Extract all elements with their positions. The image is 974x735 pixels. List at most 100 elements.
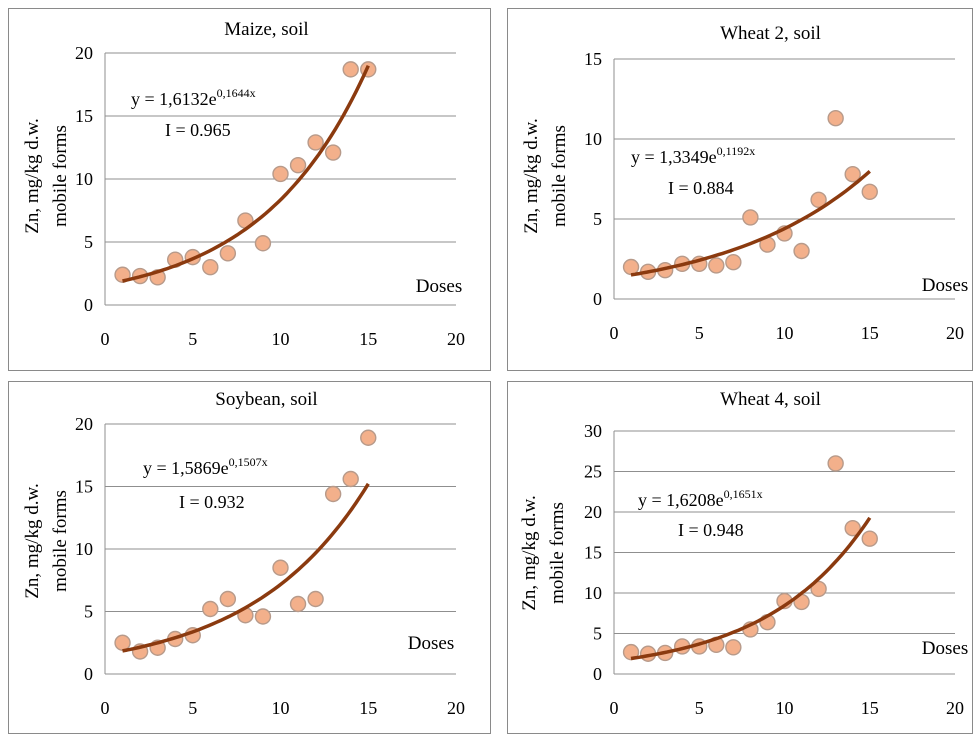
- chart-title: Maize, soil: [224, 19, 308, 40]
- y-axis-label-line-2: mobile forms: [50, 125, 71, 227]
- trendline: [630, 516, 872, 661]
- data-point: [708, 257, 725, 274]
- trendline-equation: y = 1,3349e0,1192x: [631, 144, 755, 167]
- data-point: [254, 235, 272, 252]
- x-axis-label: Doses: [922, 638, 968, 659]
- data-point: [725, 639, 742, 656]
- data-point: [810, 580, 827, 598]
- x-axis-label: Doses: [922, 275, 968, 296]
- y-tick-label: 5: [84, 602, 93, 622]
- y-axis-label-line-2: mobile forms: [547, 502, 568, 604]
- x-tick-label: 10: [776, 323, 794, 343]
- x-tick-label: 5: [695, 323, 704, 343]
- y-tick-label: 15: [75, 106, 93, 126]
- data-point: [307, 590, 324, 608]
- data-point: [289, 156, 307, 174]
- data-point: [219, 590, 237, 608]
- y-tick-label: 20: [75, 43, 93, 63]
- data-point: [342, 470, 359, 488]
- data-point: [342, 61, 359, 78]
- data-point: [272, 165, 289, 183]
- data-point: [793, 242, 810, 260]
- y-tick-label: 15: [584, 543, 602, 563]
- x-tick-label: 15: [861, 323, 879, 343]
- chart-title: Wheat 2, soil: [720, 23, 821, 44]
- x-tick-label: 10: [272, 698, 290, 718]
- data-point: [307, 134, 324, 151]
- x-tick-label: 15: [861, 698, 879, 718]
- chart-svg: 0 5 10 15 0 5 10 15 20 Wheat 2, soil Zn, mg/kg d.w…: [521, 23, 968, 343]
- y-tick-label: 5: [593, 624, 602, 644]
- y-tick-label: 25: [584, 462, 602, 482]
- correlation-label: I = 0.948: [678, 520, 744, 540]
- data-point: [202, 259, 219, 276]
- trendline-equation: y = 1,5869e0,1507x: [143, 455, 268, 478]
- x-tick-label: 0: [610, 323, 619, 343]
- x-tick-label: 20: [946, 698, 964, 718]
- data-point: [360, 429, 377, 446]
- trendline: [122, 64, 370, 283]
- x-tick-label: 15: [359, 329, 377, 349]
- y-axis-label-line-1: Zn, mg/kg d.w.: [22, 118, 43, 233]
- x-tick-label: 10: [776, 698, 794, 718]
- chart-title: Soybean, soil: [215, 389, 317, 410]
- y-tick-label: 0: [593, 664, 602, 684]
- y-axis-label-line-2: mobile forms: [549, 125, 570, 227]
- y-tick-label: 10: [75, 169, 93, 189]
- y-axis-label-line-1: Zn, mg/kg d.w.: [521, 118, 542, 233]
- x-tick-label: 20: [447, 329, 465, 349]
- chart-panel-wheat-2: 0 5 10 15 0 5 10 15 20 Wheat 2, soil Zn, mg/kg d.w…: [507, 8, 973, 371]
- x-tick-label: 10: [272, 329, 290, 349]
- data-point: [622, 258, 640, 276]
- correlation-label: I = 0.932: [179, 492, 245, 512]
- y-tick-label: 10: [584, 129, 602, 149]
- y-tick-label: 10: [75, 539, 93, 559]
- y-tick-label: 0: [84, 295, 93, 315]
- data-point: [844, 520, 861, 537]
- data-point: [861, 183, 878, 201]
- chart-panel-soybean: 0 5 10 15 20 0 5 10 15 20 Soybean, soil Zn, mg/kg d…: [8, 381, 491, 734]
- data-point: [324, 144, 342, 161]
- x-tick-label: 0: [610, 698, 619, 718]
- x-tick-label: 20: [946, 323, 964, 343]
- data-point: [827, 109, 844, 127]
- trendline-equation: y = 1,6132e0,1644x: [131, 86, 256, 109]
- x-tick-label: 5: [188, 329, 197, 349]
- data-point: [810, 191, 827, 209]
- data-point: [622, 643, 640, 661]
- y-tick-label: 5: [84, 232, 93, 252]
- data-point: [219, 245, 237, 262]
- data-point: [272, 559, 289, 576]
- chart-panel-wheat-4: 0 5 10 15 20 25 30 0 5 10 15 20 Wheat 4, soil Zn, mg/…: [507, 381, 973, 734]
- data-point: [114, 634, 131, 651]
- x-tick-label: 5: [188, 698, 197, 718]
- data-point: [844, 165, 861, 183]
- trendline: [630, 169, 871, 277]
- correlation-label: I = 0.965: [165, 120, 231, 140]
- data-point: [324, 485, 342, 503]
- y-tick-label: 15: [75, 477, 93, 497]
- x-tick-label: 20: [447, 698, 465, 718]
- y-tick-label: 20: [584, 502, 602, 522]
- y-tick-label: 20: [75, 414, 93, 434]
- data-point: [725, 254, 742, 271]
- data-point: [742, 209, 759, 226]
- x-tick-label: 5: [695, 698, 704, 718]
- chart-svg: 0 5 10 15 20 25 30 0 5 10 15 20 Wheat 4, soil Zn, mg/…: [519, 389, 968, 718]
- x-axis-label: Doses: [416, 276, 462, 297]
- y-tick-label: 10: [584, 583, 602, 603]
- y-axis-label-line-1: Zn, mg/kg d.w.: [22, 483, 43, 598]
- data-point: [861, 530, 878, 547]
- y-tick-label: 5: [593, 209, 602, 229]
- y-axis-label-line-1: Zn, mg/kg d.w.: [519, 495, 540, 610]
- trendline: [122, 482, 370, 653]
- chart-svg: 0 5 10 15 20 0 5 10 15 20 Maize, soil Zn, mg/kg d.w…: [22, 19, 465, 349]
- y-tick-label: 0: [84, 664, 93, 684]
- chart-panel-maize: 0 5 10 15 20 0 5 10 15 20 Maize, soil Zn, mg/kg d.w…: [8, 8, 491, 371]
- data-point: [289, 595, 307, 613]
- chart-svg: 0 5 10 15 20 0 5 10 15 20 Soybean, soil Zn, mg/kg d…: [22, 389, 465, 718]
- x-tick-label: 0: [101, 698, 110, 718]
- trendline-equation: y = 1,6208e0,1651x: [638, 487, 763, 510]
- y-tick-label: 30: [584, 421, 602, 441]
